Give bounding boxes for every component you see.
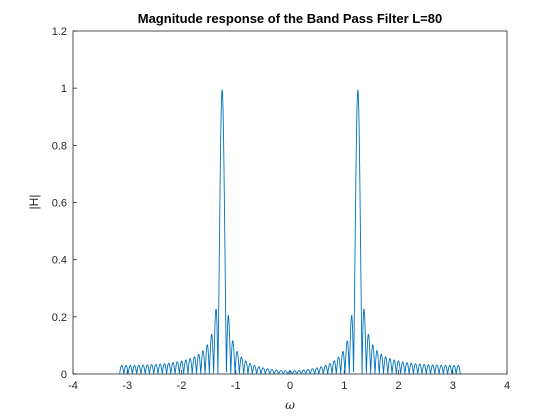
x-tick-label: 4 [504,380,510,392]
plot-area [72,30,508,375]
y-tick-label: 0.6 [52,198,67,210]
x-axis-label: ω [285,398,295,412]
x-tick-label: 0 [287,380,293,392]
x-tick-label: -4 [68,380,78,392]
x-tick-label: -1 [231,380,241,392]
y-tick-label: 1 [61,83,67,95]
y-axis-label: |H| [27,195,41,210]
y-axis-ticks: 0 0.2 0.4 0.6 0.8 1 1.2 [52,26,77,381]
y-tick-label: 0.4 [52,255,67,267]
y-tick-label: 0.8 [52,140,67,152]
x-axis-ticks: -4 -3 -2 -1 0 1 2 3 4 [68,370,510,392]
x-tick-label: 2 [395,380,401,392]
x-tick-label: -3 [122,380,132,392]
x-tick-label: 3 [450,380,456,392]
magnitude-response-line [119,89,461,375]
y-tick-label: 0.2 [52,312,67,324]
y-tick-label: 1.2 [52,26,67,38]
chart-title: Magnitude response of the Band Pass Filt… [138,11,442,26]
x-tick-label: -2 [177,380,187,392]
y-tick-label: 0 [61,369,67,381]
x-tick-label: 1 [341,380,347,392]
series-group [119,89,461,375]
